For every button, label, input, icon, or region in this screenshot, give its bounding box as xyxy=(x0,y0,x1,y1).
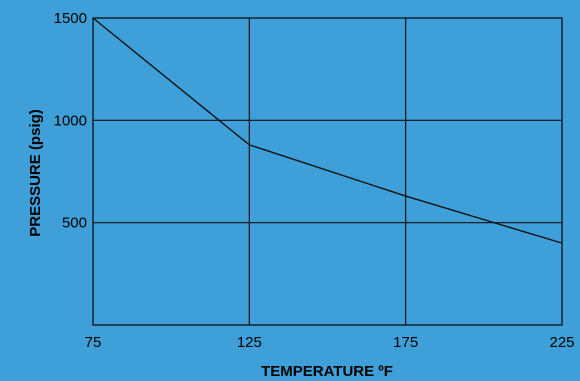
y-tick-label: 1500 xyxy=(54,10,87,27)
x-tick-label: 225 xyxy=(549,334,574,351)
series-layer xyxy=(92,17,563,244)
series-line xyxy=(92,17,563,244)
y-tick-label: 1000 xyxy=(54,112,87,129)
plot-frame xyxy=(92,17,563,326)
y-tick-label: 500 xyxy=(62,215,87,232)
y-axis-label: PRESSURE (psig) xyxy=(27,109,44,237)
grid-lines xyxy=(93,18,562,325)
x-axis-label: TEMPERATURE ºF xyxy=(261,363,393,380)
x-tick-label: 125 xyxy=(237,334,262,351)
x-tick-label: 75 xyxy=(85,334,102,351)
x-tick-label: 175 xyxy=(393,334,418,351)
tick-labels: 75 125 175 225 500 1000 1500 xyxy=(54,10,575,351)
